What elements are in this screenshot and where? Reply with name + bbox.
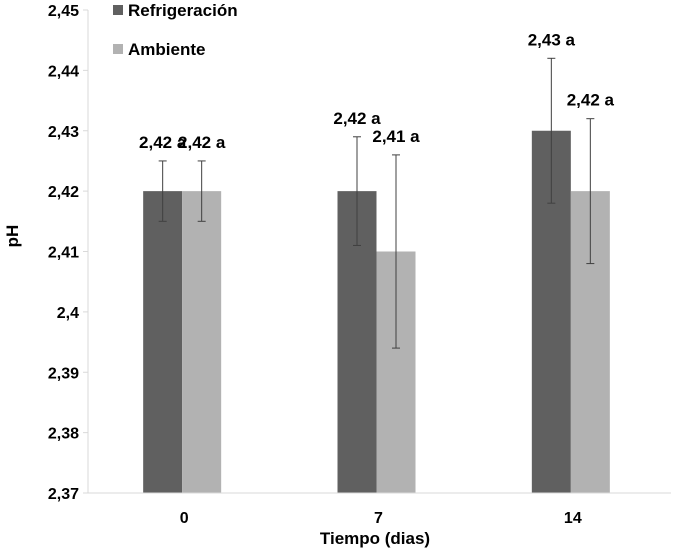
legend-label: Ambiente [128, 40, 205, 59]
data-label: 2,43 a [528, 30, 576, 49]
legend-swatch [113, 44, 123, 54]
y-tick-label: 2,44 [48, 63, 79, 80]
bar-ambiente [182, 191, 222, 493]
data-label: 2,42 a [567, 91, 615, 110]
y-tick-label: 2,43 [48, 124, 79, 141]
x-axis-title: Tiempo (dias) [320, 529, 430, 548]
data-label: 2,41 a [372, 127, 420, 146]
data-label: 2,42 a [139, 133, 187, 152]
y-axis-title: pH [3, 225, 22, 248]
x-tick-label: 14 [564, 510, 582, 527]
y-tick-label: 2,38 [48, 426, 79, 443]
y-tick-label: 2,45 [48, 3, 79, 20]
x-tick-label: 0 [180, 510, 189, 527]
bar-refrigeracion [143, 191, 183, 493]
y-tick-label: 2,41 [48, 245, 79, 262]
y-tick-label: 2,37 [48, 486, 79, 503]
bars: 2,42 a2,42 a2,42 a2,41 a2,43 a2,42 a [139, 30, 615, 493]
data-label: 2,42 a [333, 109, 381, 128]
data-label: 2,42 a [178, 133, 226, 152]
legend-label: Refrigeración [128, 1, 238, 20]
x-tick-label: 7 [374, 510, 383, 527]
legend: Refrigeración Ambiente [113, 1, 238, 59]
y-tick-label: 2,39 [48, 365, 79, 382]
legend-swatch [113, 5, 123, 15]
x-axis: 0 7 14 [88, 492, 671, 527]
y-axis: 2,37 2,38 2,39 2,4 2,41 2,42 2,43 2,44 2,45 [48, 3, 89, 503]
y-tick-label: 2,42 [48, 184, 79, 201]
y-tick-label: 2,4 [57, 305, 79, 322]
